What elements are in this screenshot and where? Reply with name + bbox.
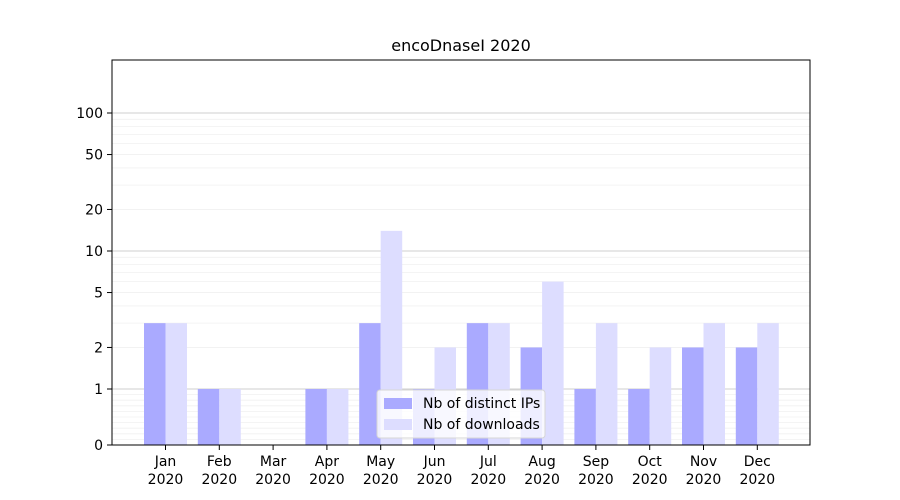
y-tick-label: 50 [85, 148, 103, 164]
legend: Nb of distinct IPs Nb of downloads [376, 389, 546, 439]
legend-box [376, 389, 546, 439]
x-tick-label: Aug 2020 [524, 454, 560, 488]
y-tick-label: 0 [94, 438, 103, 454]
x-tick-label: Nov 2020 [686, 454, 722, 488]
bar-downloads [649, 347, 672, 445]
bar-distinct-ips [359, 323, 381, 445]
bar-downloads [703, 323, 725, 445]
bar-downloads [165, 323, 187, 445]
x-tick-label: Sep 2020 [578, 454, 614, 488]
y-tick-label: 5 [94, 286, 103, 302]
x-axis: Jan 2020 Feb 2020 Mar 2020 Apr 2020 May 2020 Jun 20… [148, 445, 775, 488]
x-tick-label: Mar 2020 [255, 454, 291, 488]
x-tick-label: Jan 2020 [148, 454, 184, 488]
legend-label: Nb of distinct IPs [423, 396, 540, 412]
bar-distinct-ips [574, 389, 596, 445]
x-tick-label: Apr 2020 [309, 454, 345, 488]
x-tick-label: Oct 2020 [632, 454, 668, 488]
legend-label: Nb of downloads [423, 417, 540, 433]
plot-frame [111, 59, 811, 446]
bar-distinct-ips [628, 389, 650, 445]
bar-distinct-ips [197, 389, 220, 445]
y-axis: 0 1 2 5 10 20 50 100 [76, 106, 112, 454]
bar-distinct-ips [144, 323, 166, 445]
x-tick-label: Jun 2020 [417, 454, 453, 488]
legend-swatch [384, 419, 412, 430]
bar-downloads [326, 389, 349, 445]
bar-downloads [219, 389, 241, 445]
y-tick-label: 2 [94, 340, 103, 356]
bar-distinct-ips [735, 347, 758, 445]
x-tick-label: May 2020 [363, 454, 399, 488]
bar-downloads [542, 281, 564, 445]
x-tick-label: Jul 2020 [470, 454, 506, 488]
y-tick-label: 1 [94, 382, 103, 398]
y-tick-label: 100 [76, 106, 103, 122]
y-tick-label: 20 [85, 202, 103, 218]
x-tick-label: Dec 2020 [739, 454, 775, 488]
bar-downloads [757, 323, 779, 445]
y-tick-label: 10 [85, 244, 103, 260]
chart-title: encoDnaseI 2020 [391, 36, 531, 55]
x-tick-label: Feb 2020 [201, 454, 237, 488]
bar-distinct-ips [682, 347, 704, 445]
legend-swatch [384, 398, 412, 409]
bar-downloads [595, 323, 618, 445]
bar-distinct-ips [305, 389, 327, 445]
